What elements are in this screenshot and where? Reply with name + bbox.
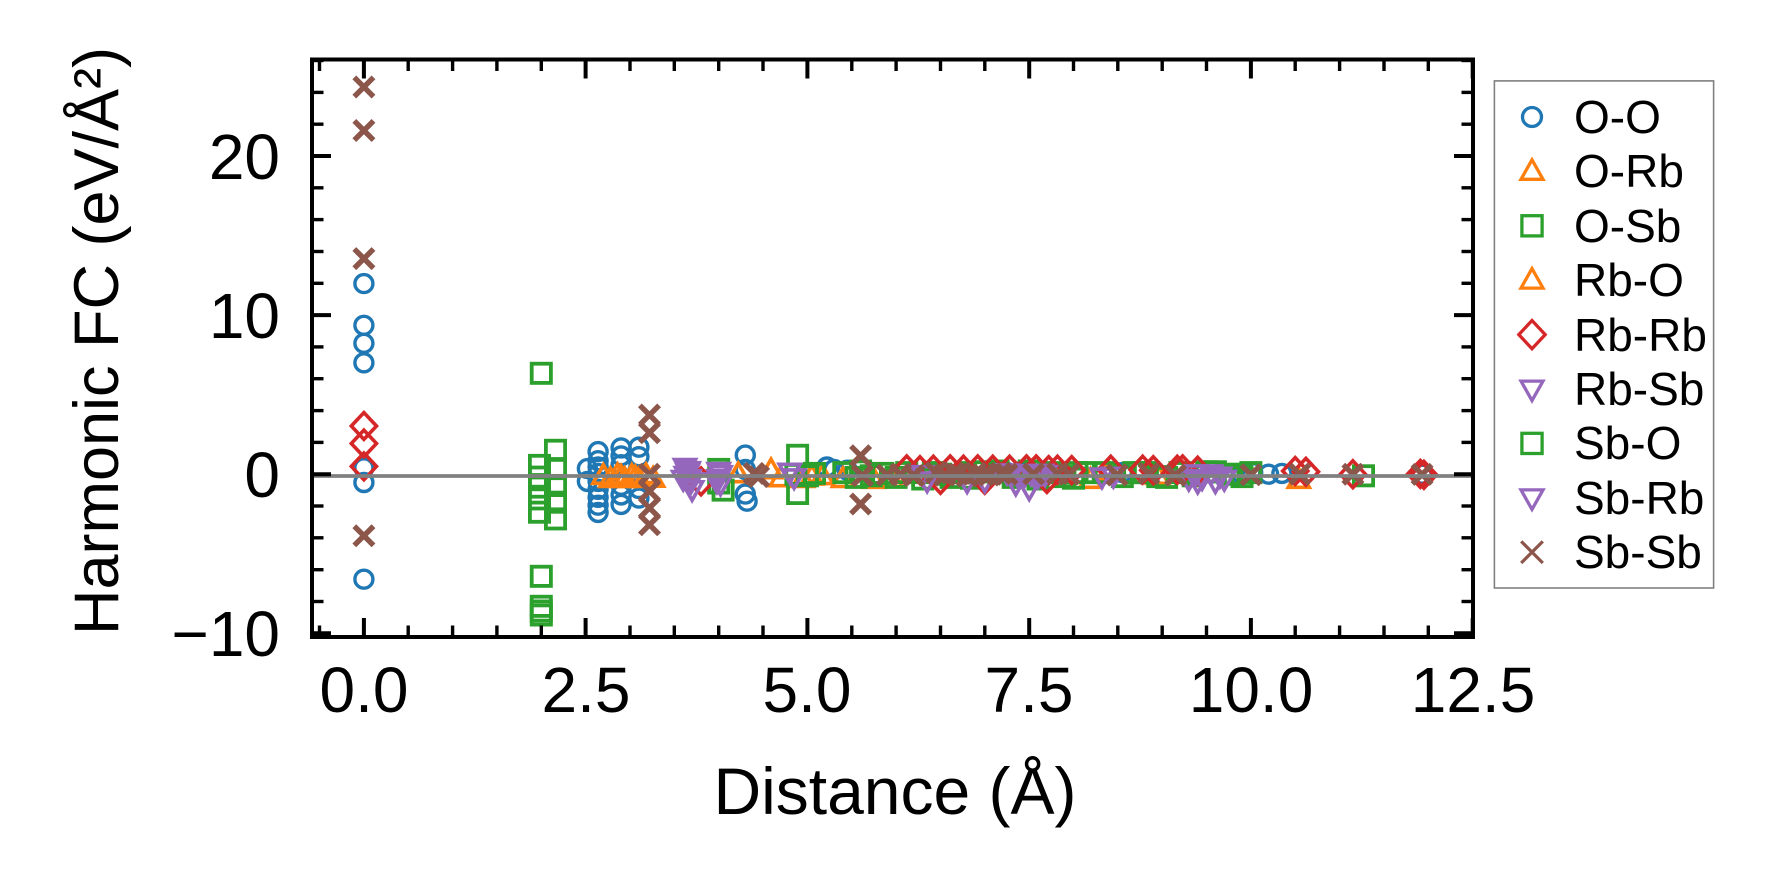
svg-text:10.0: 10.0 — [1189, 654, 1314, 726]
svg-text:20: 20 — [209, 121, 280, 193]
svg-text:Distance (Å): Distance (Å) — [713, 754, 1076, 828]
svg-text:O-O: O-O — [1574, 91, 1661, 143]
svg-text:0.0: 0.0 — [320, 654, 409, 726]
svg-text:Rb-O: Rb-O — [1574, 254, 1684, 306]
svg-text:7.5: 7.5 — [985, 654, 1074, 726]
svg-text:0: 0 — [244, 439, 280, 511]
svg-text:O-Rb: O-Rb — [1574, 145, 1684, 197]
svg-text:Rb-Rb: Rb-Rb — [1574, 309, 1707, 361]
svg-text:12.5: 12.5 — [1411, 654, 1536, 726]
svg-text:10: 10 — [209, 280, 280, 352]
svg-text:Rb-Sb: Rb-Sb — [1574, 363, 1704, 415]
svg-text:2.5: 2.5 — [542, 654, 631, 726]
svg-text:Sb-Sb: Sb-Sb — [1574, 526, 1702, 578]
svg-text:O-Sb: O-Sb — [1574, 200, 1681, 252]
svg-text:Harmonic FC (eV/Å²): Harmonic FC (eV/Å²) — [62, 47, 132, 635]
svg-text:5.0: 5.0 — [763, 654, 852, 726]
svg-text:Sb-Rb: Sb-Rb — [1574, 472, 1704, 524]
svg-text:Sb-O: Sb-O — [1574, 417, 1681, 469]
svg-text:−10: −10 — [171, 598, 280, 670]
